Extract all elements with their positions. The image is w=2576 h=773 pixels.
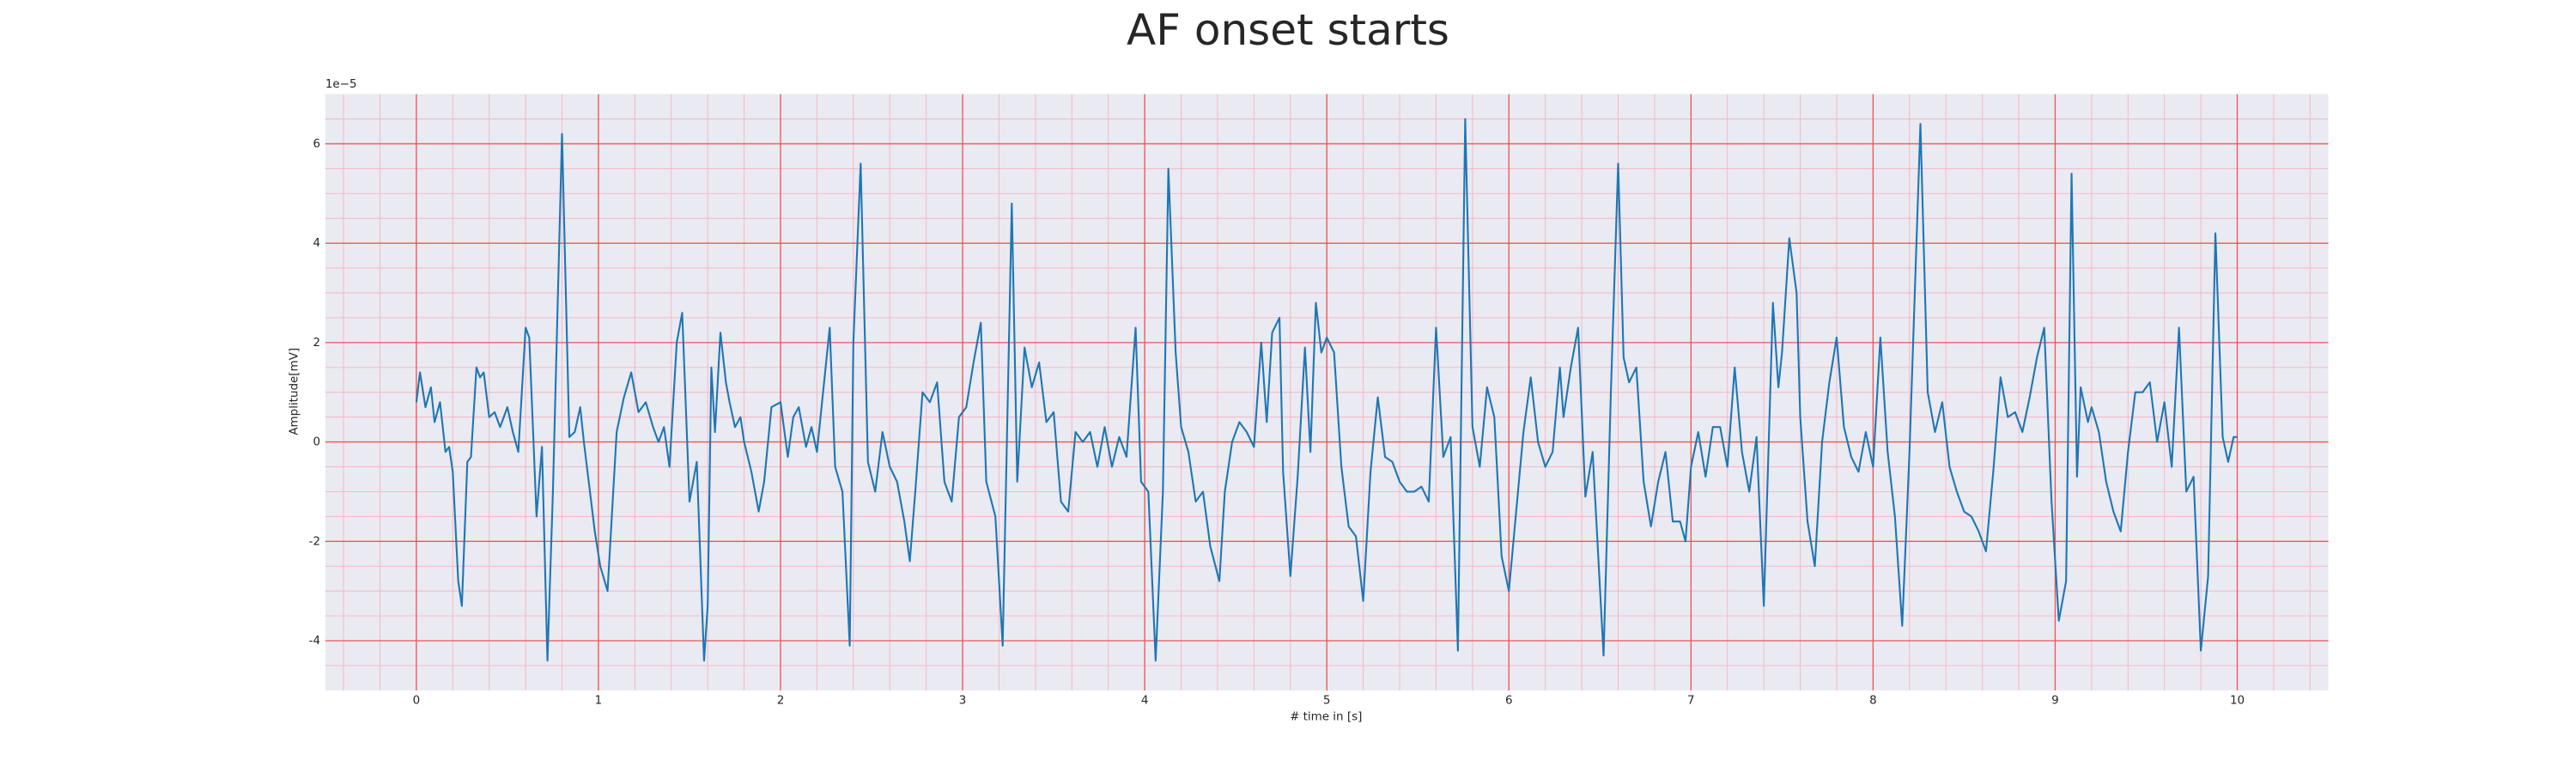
y-tick-label: 4	[313, 237, 321, 250]
x-tick-label: 2	[777, 694, 785, 707]
x-tick-label: 4	[1141, 694, 1149, 707]
x-tick-label: 5	[1323, 694, 1331, 707]
x-tick-label: 3	[959, 694, 967, 707]
y-tick-label: 6	[313, 137, 321, 150]
x-tick-label: 10	[2230, 694, 2245, 707]
x-tick-label: 6	[1505, 694, 1513, 707]
x-tick-label: 9	[2051, 694, 2059, 707]
y-tick-label: 2	[313, 337, 321, 350]
y-tick-label: 0	[313, 436, 321, 449]
x-axis-label: # time in [s]	[1290, 711, 1362, 724]
y-axis-label: Amplitude[mV]	[288, 348, 301, 435]
x-tick-label: 7	[1687, 694, 1695, 707]
signal-line	[415, 118, 2238, 662]
y-tick-label: -2	[309, 535, 320, 548]
x-tick-label: 1	[595, 694, 603, 707]
y-tick-label: -4	[309, 635, 320, 648]
y-offset-label: 1e−5	[325, 78, 357, 91]
chart-title: AF onset starts	[1127, 5, 1449, 55]
x-tick-label: 0	[413, 694, 421, 707]
x-tick-label: 8	[1869, 694, 1877, 707]
